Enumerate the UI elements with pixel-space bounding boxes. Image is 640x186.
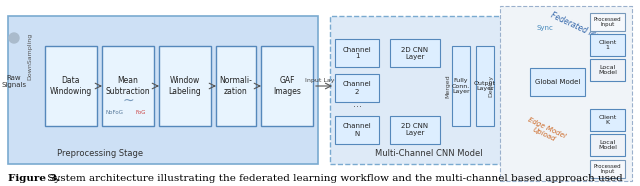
Bar: [590, 13, 625, 31]
Bar: [216, 46, 256, 126]
Bar: [330, 16, 528, 164]
Text: Federated Model: Federated Model: [549, 11, 611, 46]
Bar: [390, 116, 440, 144]
Text: Channel
2: Channel 2: [342, 81, 371, 94]
Text: Window
Labeling: Window Labeling: [168, 76, 202, 96]
Bar: [590, 160, 625, 178]
Text: Client
K: Client K: [598, 115, 616, 125]
Text: Input Layer: Input Layer: [305, 78, 341, 83]
Bar: [476, 46, 494, 126]
Text: Normali-
zation: Normali- zation: [220, 76, 252, 96]
Bar: [390, 39, 440, 67]
Text: Output
Layer: Output Layer: [474, 81, 496, 91]
Bar: [335, 39, 379, 67]
Text: Preprocessing Stage: Preprocessing Stage: [57, 149, 143, 158]
Text: Merged: Merged: [445, 74, 451, 98]
Text: Local
Model: Local Model: [598, 140, 617, 150]
Text: DownSampling: DownSampling: [28, 32, 33, 80]
Bar: [45, 46, 97, 126]
Text: Data
Windowing: Data Windowing: [50, 76, 92, 96]
Text: Figure 3.: Figure 3.: [8, 174, 61, 183]
Text: GAF
Images: GAF Images: [273, 76, 301, 96]
Text: Channel
1: Channel 1: [342, 46, 371, 60]
Text: System architecture illustrating the federated learning workflow and the multi-c: System architecture illustrating the fed…: [44, 174, 622, 183]
Text: Global Model: Global Model: [535, 79, 580, 85]
Text: Processed
Input: Processed Input: [594, 164, 621, 174]
Text: Sync: Sync: [536, 25, 554, 31]
Text: FoG: FoG: [136, 110, 147, 115]
Bar: [102, 46, 154, 126]
Bar: [335, 116, 379, 144]
Text: Channel
N: Channel N: [342, 124, 371, 137]
Text: Processed
Input: Processed Input: [594, 17, 621, 27]
Text: Client
1: Client 1: [598, 40, 616, 50]
Text: Deploy: Deploy: [488, 75, 493, 97]
Bar: [261, 46, 313, 126]
Text: Fully
Conn.
Layer: Fully Conn. Layer: [452, 78, 470, 94]
Text: Local
Model: Local Model: [598, 65, 617, 75]
Text: 2D CNN
Layer: 2D CNN Layer: [401, 46, 429, 60]
Bar: [500, 6, 632, 181]
Bar: [590, 34, 625, 56]
Text: Mean
Subtraction: Mean Subtraction: [106, 76, 150, 96]
Circle shape: [9, 33, 19, 43]
Bar: [159, 46, 211, 126]
Bar: [590, 109, 625, 131]
Bar: [8, 16, 318, 164]
Text: Multi-Channel CNN Model: Multi-Channel CNN Model: [375, 149, 483, 158]
Bar: [590, 59, 625, 81]
Bar: [335, 74, 379, 102]
Bar: [530, 68, 585, 96]
Text: Edge Model
Upload: Edge Model Upload: [524, 116, 566, 145]
Text: ...: ...: [353, 99, 362, 109]
Text: ~: ~: [122, 94, 134, 108]
Text: NoFoG: NoFoG: [106, 110, 124, 115]
Text: Raw
Signals: Raw Signals: [1, 75, 27, 87]
Bar: [452, 46, 470, 126]
Text: 2D CNN
Layer: 2D CNN Layer: [401, 124, 429, 137]
Bar: [590, 134, 625, 156]
